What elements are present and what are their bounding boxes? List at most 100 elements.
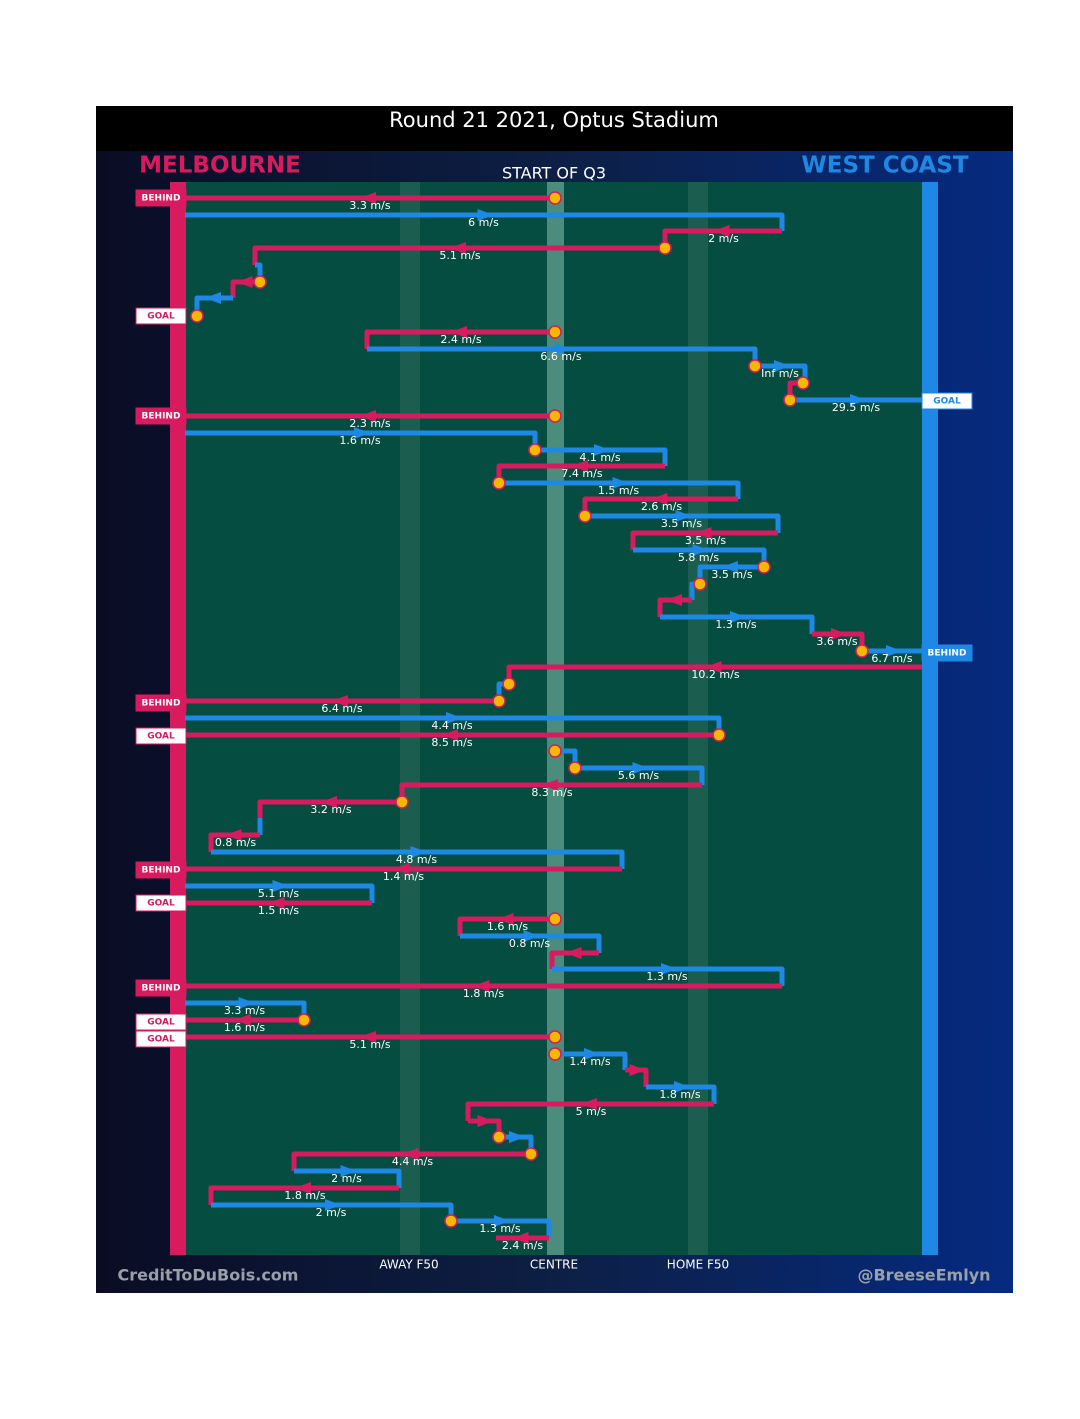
stoppage-dot: [548, 409, 562, 423]
possession-segment: [499, 480, 741, 499]
arrowhead: [850, 394, 866, 406]
stoppage-dot: [757, 560, 771, 574]
arrowhead: [555, 343, 571, 355]
possession-segment: [208, 1185, 399, 1205]
arrowhead: [325, 1199, 341, 1211]
arrowhead: [360, 1031, 376, 1043]
arrowhead: [238, 997, 255, 1009]
possession-segment: [185, 883, 375, 903]
speed-label: 1.4 m/s: [569, 1055, 610, 1068]
stoppage-dot: [528, 443, 542, 457]
arrowhead: [629, 1064, 646, 1076]
outcome-label: GOAL: [147, 899, 175, 909]
arrowhead: [321, 796, 337, 808]
field-label: AWAY F50: [379, 1258, 438, 1272]
west-coast-goal-line: [922, 182, 938, 1255]
outcome-box: [135, 979, 187, 997]
period: START OF Q3: [502, 164, 606, 183]
stoppage-dot: [796, 376, 810, 390]
speed-label: 2.4 m/s: [440, 333, 481, 346]
stoppage-dot: [658, 241, 672, 255]
speed-label: 7.4 m/s: [561, 467, 602, 480]
stoppage-dot: [492, 694, 506, 708]
arrowhead: [477, 1115, 494, 1127]
arrowhead: [451, 326, 467, 338]
outcome-label: BEHIND: [142, 984, 181, 994]
stoppage-dot: [548, 191, 562, 205]
outcome-box: [135, 727, 187, 745]
speed-label: 5.6 m/s: [618, 769, 659, 782]
stoppage-dot: [712, 728, 726, 742]
arrowhead: [512, 1232, 529, 1244]
title-bar: [96, 106, 1013, 151]
arrowhead: [581, 1098, 597, 1110]
speed-label: 1.5 m/s: [258, 904, 299, 917]
field-label: CENTRE: [530, 1258, 578, 1272]
stoppage-dot: [253, 275, 267, 289]
outcome-box: [135, 694, 187, 712]
outcome-label: BEHIND: [142, 412, 181, 422]
outcome-label: GOAL: [147, 312, 175, 322]
outcome-box: [135, 407, 187, 425]
speed-label: 1.3 m/s: [715, 618, 756, 631]
arrowhead: [695, 527, 712, 539]
speed-label: 2.6 m/s: [641, 500, 682, 513]
arrowhead: [675, 510, 692, 522]
outcome-label: BEHIND: [928, 649, 967, 659]
arrowhead: [477, 209, 494, 221]
home-team: MELBOURNE: [139, 153, 301, 179]
arrowhead: [410, 846, 427, 858]
arrowhead: [584, 1048, 600, 1060]
possession-segment: [460, 933, 602, 953]
possession-segment: [465, 1101, 714, 1121]
possession-segment: [630, 530, 778, 550]
speed-label: 5.1 m/s: [258, 887, 299, 900]
arrowhead: [402, 1148, 419, 1160]
stoppage-dot: [548, 744, 562, 758]
speed-label: 6.6 m/s: [540, 350, 581, 363]
possession-segment: [535, 447, 668, 466]
speed-label: 1.3 m/s: [479, 1222, 520, 1235]
possession-segment: [185, 212, 785, 231]
speed-label: Inf m/s: [761, 367, 799, 380]
speed-label: 8.3 m/s: [531, 786, 572, 799]
speed-label: 1.5 m/s: [598, 484, 639, 497]
outcome-box: [135, 1013, 187, 1031]
credit: @BreeseEmlyn: [857, 1266, 990, 1285]
arrowhead: [340, 1165, 357, 1177]
outcome-label: GOAL: [147, 1018, 175, 1028]
speed-label: 2 m/s: [708, 232, 739, 245]
arrowhead: [523, 930, 540, 942]
arrowhead: [651, 493, 668, 505]
arrowhead: [442, 729, 458, 741]
possession-segment: [211, 849, 625, 869]
arrowhead: [565, 947, 582, 959]
stoppage-dot: [492, 1130, 506, 1144]
arrowhead: [705, 661, 722, 673]
arrowhead: [674, 1081, 690, 1093]
speed-label: 1.6 m/s: [487, 920, 528, 933]
arrowhead: [692, 544, 709, 556]
stoppage-dot: [568, 761, 582, 775]
stoppage-dot: [502, 677, 516, 691]
speed-label: 1.3 m/s: [646, 970, 687, 983]
arrowhead: [594, 444, 610, 456]
speed-label: 2 m/s: [316, 1206, 347, 1219]
possession-segment: [660, 614, 815, 634]
stoppage-dot: [783, 393, 797, 407]
speed-label: 1.4 m/s: [383, 870, 424, 883]
possession-segment: [291, 1151, 531, 1171]
arrowhead: [360, 192, 376, 204]
speed-label: 6.4 m/s: [321, 702, 362, 715]
speed-label: 1.8 m/s: [463, 987, 504, 1000]
possession-segment: [646, 1084, 717, 1104]
arrowhead: [234, 1014, 251, 1026]
possession-segment: [575, 765, 705, 785]
possession-segment: [294, 1168, 402, 1188]
outcome-label: GOAL: [147, 1035, 175, 1045]
possession-segment: [555, 1051, 628, 1070]
away-team: WEST COAST: [801, 153, 969, 179]
speed-label: 8.5 m/s: [431, 736, 472, 749]
speed-label: 29.5 m/s: [832, 401, 880, 414]
